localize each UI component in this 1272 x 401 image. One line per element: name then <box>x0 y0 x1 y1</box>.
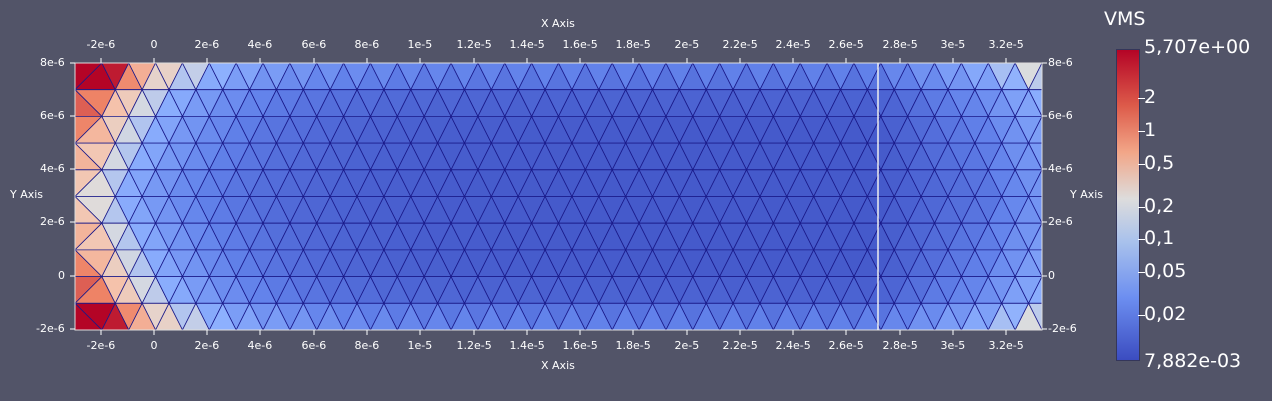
x-tick-label: 3e-5 <box>940 38 966 51</box>
x-tick-label: 3.2e-5 <box>988 38 1024 51</box>
colorbar-tick <box>1138 272 1145 274</box>
x-tick-label: 0 <box>150 38 158 51</box>
colorbar-gradient <box>1116 49 1140 361</box>
x-tick-label: -2e-6 <box>86 38 116 51</box>
x-tick-label: 1.4e-5 <box>509 38 545 51</box>
x-tick-label: 2.2e-5 <box>722 38 758 51</box>
colorbar-tick-label: 1 <box>1144 118 1157 141</box>
mesh-triangles <box>74 62 1043 331</box>
y-axis-title-right: Y Axis <box>1070 188 1104 201</box>
x-tick-label: 1.6e-5 <box>562 339 598 352</box>
x-tick-label: 2.6e-5 <box>828 38 864 51</box>
colorbar-tick <box>1138 239 1145 241</box>
colorbar-tick <box>1138 163 1145 165</box>
axis-tick-marks <box>70 58 1047 335</box>
colorbar-tick <box>1138 98 1145 100</box>
x-tick-label: 2e-6 <box>194 339 220 352</box>
x-tick-label: 6e-6 <box>301 38 327 51</box>
x-tick-label: 1.6e-5 <box>562 38 598 51</box>
y-tick-label: 8e-6 <box>1048 56 1073 69</box>
x-tick-label: 2e-6 <box>194 38 220 51</box>
y-tick-label: 4e-6 <box>40 162 65 175</box>
x-tick-label: 0 <box>150 339 158 352</box>
colorbar-tick-label: 2 <box>1144 86 1157 109</box>
domain-outline <box>74 62 1043 331</box>
x-tick-label: 1.8e-5 <box>615 38 651 51</box>
y-axis-title-left: Y Axis <box>10 188 44 201</box>
x-tick-label: 1.2e-5 <box>456 339 492 352</box>
colorbar-tick-label: 0,02 <box>1144 303 1187 326</box>
y-tick-label: 8e-6 <box>40 56 65 69</box>
x-tick-label: 1e-5 <box>407 38 433 51</box>
colorbar-tick-label: 0,5 <box>1144 151 1175 174</box>
x-tick-label: 1.4e-5 <box>509 339 545 352</box>
colorbar-tick <box>1138 315 1145 317</box>
x-tick-label: 8e-6 <box>354 38 380 51</box>
y-tick-label: 0 <box>58 269 65 282</box>
colorbar-tick-label: 0,2 <box>1144 194 1175 217</box>
x-tick-label: 4e-6 <box>247 339 273 352</box>
x-tick-label: 6e-6 <box>301 339 327 352</box>
x-tick-label: 2.2e-5 <box>722 339 758 352</box>
x-tick-label: 1e-5 <box>407 339 433 352</box>
colorbar-tick <box>1138 130 1145 132</box>
colorbar-min-label: 7,882e-03 <box>1144 350 1242 372</box>
y-tick-label: -2e-6 <box>1048 322 1077 335</box>
y-tick-label: 0 <box>1048 269 1055 282</box>
x-axis-title-top: X Axis <box>541 17 575 30</box>
y-tick-label: 2e-6 <box>40 215 65 228</box>
x-tick-label: 2e-5 <box>674 339 700 352</box>
colorbar-tick-label: 0,1 <box>1144 227 1175 250</box>
x-tick-label: 2.8e-5 <box>882 38 918 51</box>
y-tick-label: 6e-6 <box>40 109 65 122</box>
x-tick-label: 2.8e-5 <box>882 339 918 352</box>
x-tick-label: 4e-6 <box>247 38 273 51</box>
y-tick-label: 4e-6 <box>1048 162 1073 175</box>
x-tick-label: 3.2e-5 <box>988 339 1024 352</box>
colorbar-title: VMS <box>1104 8 1146 30</box>
y-tick-label: -2e-6 <box>36 322 65 335</box>
x-tick-label: 2.4e-5 <box>775 38 811 51</box>
x-tick-label: 2e-5 <box>674 38 700 51</box>
x-tick-label: 2.6e-5 <box>828 339 864 352</box>
y-tick-label: 6e-6 <box>1048 109 1073 122</box>
colorbar-tick-label: 0,05 <box>1144 260 1187 283</box>
x-tick-label: 3e-5 <box>940 339 966 352</box>
x-tick-label: -2e-6 <box>86 339 116 352</box>
x-axis-title-bottom: X Axis <box>541 359 575 372</box>
x-tick-label: 1.2e-5 <box>456 38 492 51</box>
x-tick-label: 2.4e-5 <box>775 339 811 352</box>
x-tick-label: 8e-6 <box>354 339 380 352</box>
colorbar-tick <box>1138 206 1145 208</box>
colorbar-max-label: 5,707e+00 <box>1144 36 1251 58</box>
y-tick-label: 2e-6 <box>1048 215 1073 228</box>
x-tick-label: 1.8e-5 <box>615 339 651 352</box>
